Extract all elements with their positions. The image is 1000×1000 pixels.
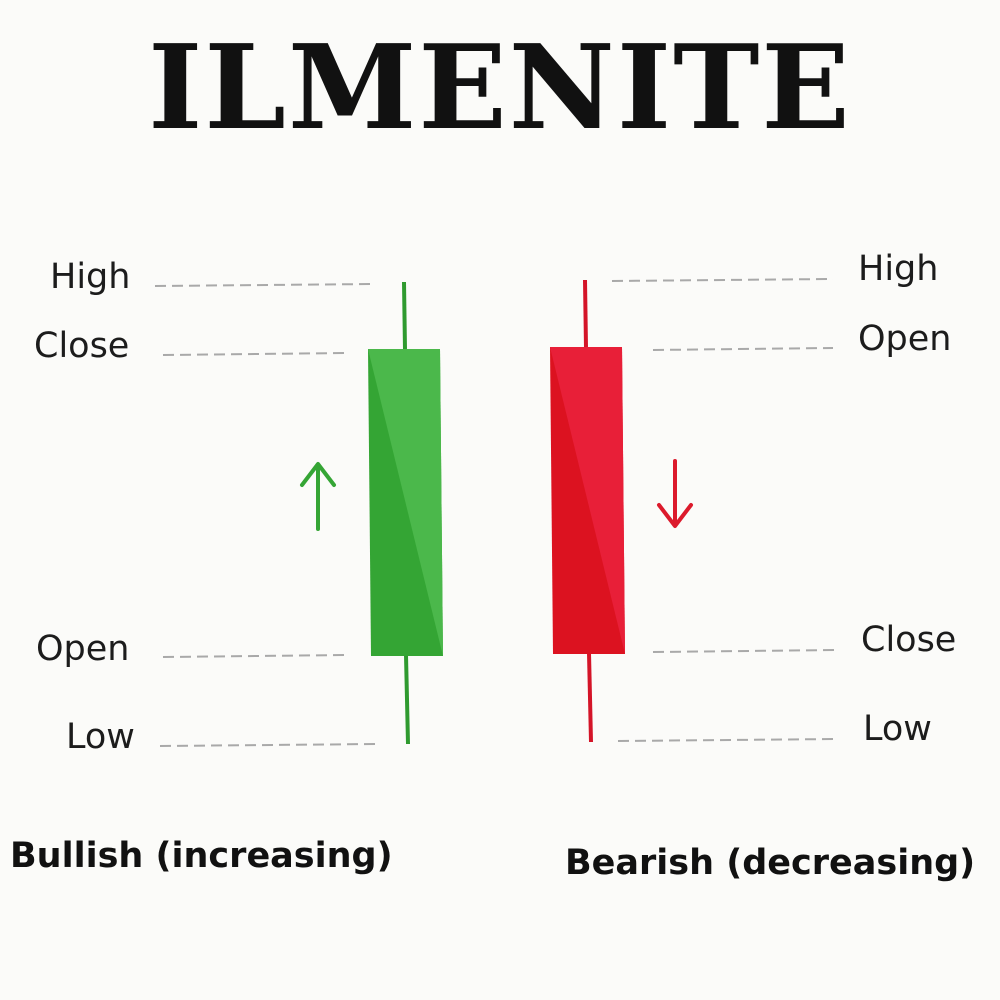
bullish-caption: Bullish (increasing) xyxy=(10,836,393,876)
bullish-candle xyxy=(368,281,443,745)
bearish-guides xyxy=(611,278,839,742)
bullish-high-label: High xyxy=(50,257,130,297)
bullish-open-label: Open xyxy=(36,629,129,669)
bullish-high-guide xyxy=(154,283,376,287)
bearish-caption: Bearish (decreasing) xyxy=(565,843,976,883)
bearish-upper-wick xyxy=(583,279,588,349)
bullish-low-guide xyxy=(159,743,379,747)
bearish-candle xyxy=(550,279,625,743)
bearish-high-label: High xyxy=(858,249,938,289)
bearish-low-label: Low xyxy=(863,709,932,749)
arrow-up-icon xyxy=(300,462,336,531)
bullish-body-highlight xyxy=(368,349,443,656)
bullish-close-label: Close xyxy=(34,326,129,366)
bearish-open-guide xyxy=(652,347,834,351)
bearish-close-label: Close xyxy=(861,620,956,660)
bullish-open-guide xyxy=(162,654,346,658)
bullish-lower-wick xyxy=(404,654,410,745)
bullish-upper-wick xyxy=(402,281,407,351)
bullish-low-label: Low xyxy=(66,717,135,757)
bearish-close-guide xyxy=(652,649,836,653)
arrow-down-icon xyxy=(657,459,693,528)
bearish-high-guide xyxy=(611,278,834,282)
bearish-open-label: Open xyxy=(858,319,951,359)
bearish-low-guide xyxy=(617,738,839,742)
bullish-close-guide xyxy=(162,352,346,356)
bearish-body-highlight xyxy=(550,347,625,654)
bearish-lower-wick xyxy=(587,652,593,743)
bullish-guides xyxy=(154,283,379,747)
page-title: ILMENITE xyxy=(148,20,852,156)
